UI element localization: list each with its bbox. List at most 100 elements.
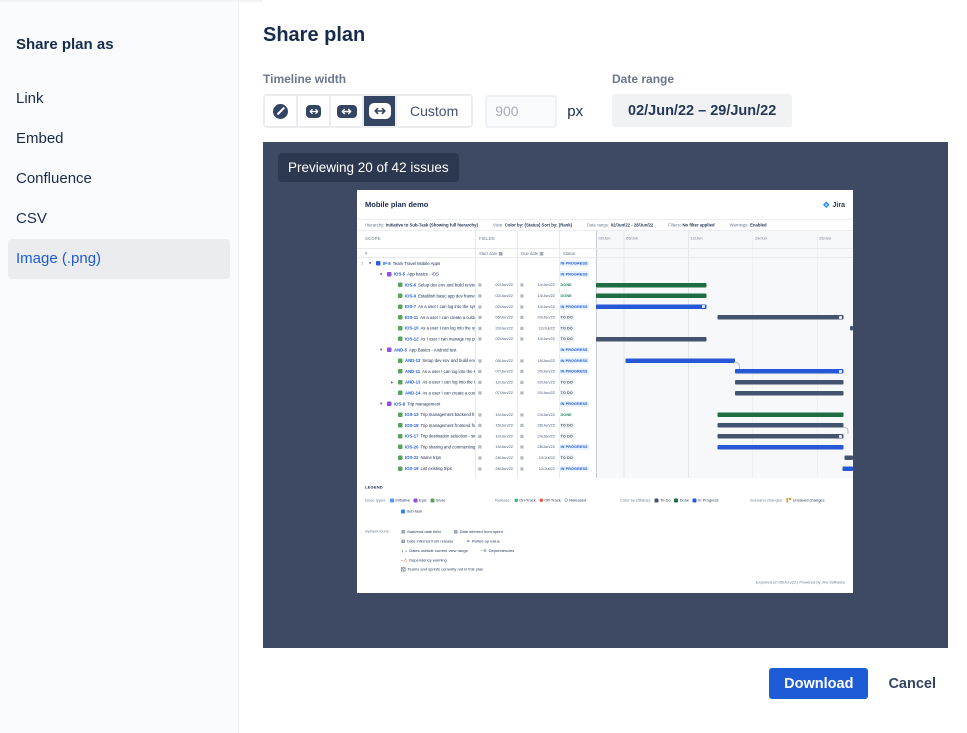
calendar-icon: ▦ xyxy=(478,369,482,374)
calendar-icon: ▦ xyxy=(478,379,482,385)
custom-width-input[interactable] xyxy=(485,94,558,128)
status-header: Status xyxy=(563,251,576,256)
cancel-button[interactable]: Cancel xyxy=(888,675,936,692)
timeline-cell xyxy=(596,334,853,345)
week-gridline xyxy=(752,231,754,478)
calendar-icon: ▦ xyxy=(478,325,482,331)
legend-item: –⚠ Dependency warning xyxy=(401,557,447,563)
gantt-bar xyxy=(849,326,853,331)
table-row: ▾ AND-5 App Basics - Android test IN PROGRE… xyxy=(357,344,853,355)
sub-task-icon xyxy=(401,509,405,514)
status-cell: IN PROGRESS xyxy=(559,260,596,267)
jira-logo: Jira xyxy=(823,201,845,209)
start-date-cell: ▦ 12/Jun/22 xyxy=(478,379,513,385)
sidebar-item-csv[interactable]: CSV xyxy=(16,210,47,227)
due-date-cell: ▦ 28/Jun/22 xyxy=(520,444,555,450)
due-date-cell: ▦ 20/Jun/22 xyxy=(520,379,555,385)
status-cell: IN PROGRESS xyxy=(559,465,596,472)
issue-name-cell: IOS-20 Trip sharing and commenting xyxy=(357,444,475,449)
status-badge: TO DO xyxy=(559,454,575,461)
sidebar-item-image-png[interactable]: Image (.png) xyxy=(8,239,230,279)
calendar-icon: ▦ xyxy=(478,282,482,288)
sidebar-item-confluence[interactable]: Confluence xyxy=(16,170,92,187)
due-date-cell: ▦ 12/Jul/22 xyxy=(520,466,555,471)
due-date-cell: ▦ 24/Jun/22 xyxy=(520,412,555,417)
story-icon xyxy=(398,433,403,439)
start-date-cell: ▦ 02/Jun/22 xyxy=(478,293,513,299)
due-date-cell: ▦ 28/Jun/22 xyxy=(520,423,555,428)
timeline-width-medium-button[interactable] xyxy=(331,96,364,126)
calendar-icon: ▦ xyxy=(478,390,482,396)
sidebar-item-link[interactable]: Link xyxy=(16,90,44,107)
scope-column-header: SCOPE xyxy=(365,236,381,241)
legend-item: –⊕ Dependencies xyxy=(480,548,515,553)
expand-caret-icon: ▾ xyxy=(369,260,372,266)
due-date-cell: ▦ 14/Jun/22 xyxy=(520,336,555,342)
sidebar-item-embed[interactable]: Embed xyxy=(16,130,64,147)
bar-flag-icon xyxy=(838,434,842,438)
timeline-cell xyxy=(596,280,853,291)
timeline-width-none-button[interactable] xyxy=(265,96,298,126)
issue-key: IOS-5 xyxy=(394,271,406,277)
timeline-cell xyxy=(596,452,853,463)
timeline-tick-label: 02/Jun xyxy=(598,236,611,241)
story-icon xyxy=(398,423,403,428)
issue-name-cell: IOS-7As a user I can log into the system… xyxy=(357,304,475,309)
status-badge: IN PROGRESS xyxy=(559,260,590,267)
timeline-cell xyxy=(596,366,853,377)
preview-count-badge: Previewing 20 of 42 issues xyxy=(278,153,459,182)
status-badge: DONE xyxy=(559,281,574,288)
start-date-cell: ▦ 05/Jun/22 xyxy=(478,358,513,363)
issue-summary: Setup dev env and build environment xyxy=(418,282,475,288)
gantt-bar xyxy=(844,455,853,461)
legend-item: Epic xyxy=(413,498,427,503)
story-icon xyxy=(398,282,403,288)
status-badge: TO DO xyxy=(559,422,575,429)
status-badge: TO DO xyxy=(559,314,575,321)
timeline-cell xyxy=(596,258,853,269)
fields-column-header: FIELDS xyxy=(479,236,495,241)
timeline-cell xyxy=(596,290,853,301)
issue-key: AND-14 xyxy=(405,390,421,396)
status-badge: TO DO xyxy=(559,379,575,386)
bar-flag-icon xyxy=(838,369,842,373)
legend-item: Sub-task xyxy=(401,509,422,514)
download-button[interactable]: Download xyxy=(769,668,869,699)
status-cell: IN PROGRESS xyxy=(559,443,596,450)
page-title: Share plan xyxy=(263,24,366,46)
date-range-button[interactable]: 02/Jun/22 – 29/Jun/22 xyxy=(612,94,793,127)
status-cell: TO DO xyxy=(559,379,596,386)
small-width-icon xyxy=(306,104,321,118)
timeline-tick-label: 19/Jun xyxy=(754,236,767,241)
table-row: 1 ▾ IP-5 Team Travel Mobile Apps IN PROGRESS xyxy=(357,258,853,269)
expand-caret-icon: ▾ xyxy=(380,401,383,407)
start-date-cell: ▦ 02/Jun/22 xyxy=(478,304,513,309)
story-icon xyxy=(398,379,403,385)
issue-summary: As a user I can log into the system via xyxy=(420,325,475,331)
timeline-width-small-button[interactable] xyxy=(298,96,331,126)
epic-icon xyxy=(387,401,392,407)
timeline-width-full-button[interactable] xyxy=(364,96,397,126)
timeline-width-custom-button[interactable]: Custom xyxy=(397,96,472,126)
status-cell: DONE xyxy=(559,281,596,288)
issue-summary: As a user I can log into the system via xyxy=(418,304,475,310)
due-date-cell: ▦ 14/Jun/22 xyxy=(520,282,555,288)
timeline-cell xyxy=(596,344,853,355)
timeline-tick-label: 12/Jun xyxy=(690,236,703,241)
gantt-bar xyxy=(734,369,844,374)
status-badge: TO DO xyxy=(559,389,575,396)
system-icons-line: Teams and sprints currently not in this … xyxy=(401,567,483,572)
gantt-bar xyxy=(734,390,844,396)
plan-meta-item: Warnings: Enabled xyxy=(729,222,767,228)
legend-item: Initiative xyxy=(389,498,410,503)
plan-table: 02/Jun 05/Jun 12/Jun 19/Jun 26/Jun SCOPE FIELD… xyxy=(357,231,853,478)
status-badge: IN PROGRESS xyxy=(559,465,590,472)
preview-panel: Previewing 20 of 42 issues Mobile plan d… xyxy=(263,142,948,648)
legend-item: In Progress xyxy=(692,498,719,503)
calendar-icon: ▦ xyxy=(478,444,482,450)
